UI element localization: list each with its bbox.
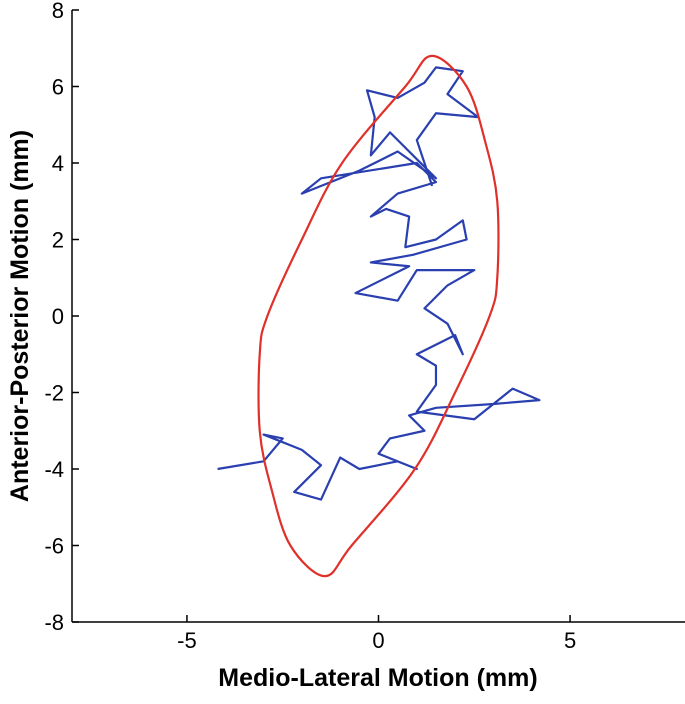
sway-path [217, 66, 541, 501]
y-tick-label: -2 [44, 381, 64, 406]
y-tick-label: 6 [52, 75, 64, 100]
y-axis-label: Anterior-Posterior Motion (mm) [6, 130, 34, 502]
y-tick-label: 4 [52, 151, 64, 176]
x-tick-label: 0 [372, 628, 384, 653]
y-tick-label: 8 [52, 0, 64, 23]
y-tick-label: -6 [44, 534, 64, 559]
x-tick-label: -5 [177, 628, 197, 653]
y-tick-label: -8 [44, 610, 64, 635]
x-tick-label: 5 [564, 628, 576, 653]
confidence-ellipse [257, 54, 500, 578]
x-axis-label: Medio-Lateral Motion (mm) [218, 664, 537, 692]
y-tick-label: 2 [52, 228, 64, 253]
y-tick-label: -4 [44, 457, 64, 482]
y-tick-label: 0 [52, 304, 64, 329]
